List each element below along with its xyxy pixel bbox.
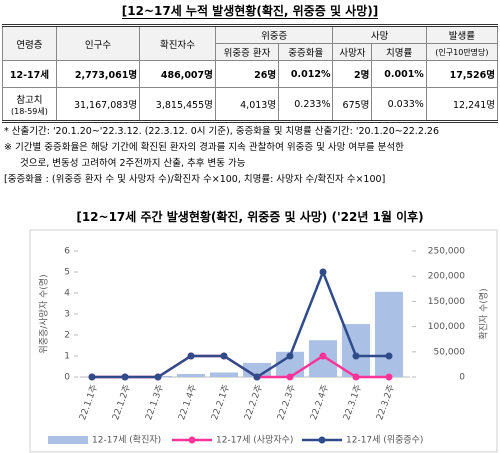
marker [121,373,129,381]
th: (인구10만명당) [425,43,499,61]
chart: 위중증/사망자 수(명) 확진자 수(명) 0 1 2 3 4 5 6 0 50,000 100,… [29,229,498,453]
cell: 0.001% [371,60,427,88]
legend-label: 12-17세 (확진자) [92,434,161,446]
marker [286,373,294,381]
legend-swatch [48,436,88,444]
bar [210,372,238,377]
y-tick-label: 4 [64,289,70,299]
th: 위중증 환자 [214,43,280,61]
marker [352,352,360,360]
y-tick-label: 0 [64,373,70,383]
th: 위중증 [214,25,334,44]
y2-tick-label: 0 [459,373,465,383]
cell: 0.012% [278,60,334,88]
row-label: 참고치 (18-59세) [2,87,57,122]
marker [154,373,162,381]
marker [385,373,393,381]
bar [177,373,205,377]
marker [385,352,393,360]
legend-label: 12-17세 (사망자수) [216,435,293,446]
doc-title-text: [12~17세 누적 발생현황(확진, 위중증 및 사망)] [121,4,379,19]
marker [352,373,360,381]
cell: 17,526명 [425,60,499,88]
x-tick-label: 22.2.3주 [275,383,298,421]
cell: 0.233% [278,87,334,122]
cell: 0.033% [371,87,427,122]
summary-table: 연령층 인구수 확진자수 위중증 사망 발생률 위중증 환자 중증화율 사망자 … [2,24,499,123]
note: ※ 기간별 중증화율은 해당 기간에 확진된 환자의 경과를 지속 관찰하여 위… [4,142,404,153]
y2-tick-label: 250,000 [428,247,465,257]
th: 발생률 [425,25,499,44]
marker [319,352,327,360]
x-tick-label: 22.1.3주 [143,383,166,421]
row-label-text: 참고치 [16,94,43,106]
th: 치명률 [371,43,427,61]
row-sublabel: (18-59세) [11,106,48,116]
cell: 31,167,083명 [55,87,141,122]
x-tick-label: 22.3.2주 [374,383,397,421]
x-tick-label: 22.3.1주 [341,383,364,421]
y-axis-title: 위중증/사망자 수(명) [39,274,50,353]
legend-marker [188,436,196,444]
y-tick-label: 6 [64,247,70,257]
cell: 12,241명 [425,87,499,122]
marker [253,373,261,381]
line [92,268,389,379]
doc-title: [12~17세 누적 발생현황(확진, 위중증 및 사망)] [0,2,500,19]
note: * 산출기간: '20.1.20~'22.3.12. (22.3.12. 0시 … [4,126,439,137]
marker [286,352,294,360]
marker [319,268,327,276]
marker [220,352,228,360]
legend-marker [318,436,326,444]
x-tick-label: 22.1.2주 [110,383,133,421]
cell: 3,815,455명 [139,87,216,122]
y-tick-label: 2 [64,331,70,341]
notes: * 산출기간: '20.1.20~'22.3.12. (22.3.12. 0시 … [4,124,498,188]
cell: 4,013명 [214,87,280,122]
x-tick-label: 22.2.2주 [242,383,265,421]
cell: 486,007명 [139,60,216,88]
cell: 2명 [332,60,373,88]
th: 확진자수 [139,25,216,61]
bar [375,291,403,377]
row-label: 12-17세 [2,60,57,88]
th: 중증화율 [278,43,334,61]
cell: 675명 [332,87,373,122]
x-tick-label: 22.1.4주 [176,383,199,421]
note: [중증화율 : (위중증 환자 수 및 사망자 수)/확진자 수×100, 치명… [4,174,386,185]
y-tick-label: 1 [64,352,70,362]
chart-frame [29,229,498,453]
cell: 26명 [214,60,280,88]
x-tick-label: 22.2.4주 [308,383,331,421]
cell: 2,773,061명 [55,60,141,88]
th: 연령층 [2,25,57,61]
y2-tick-label: 50,000 [434,347,466,357]
x-tick-label: 22.1.1주 [77,383,100,421]
note: 것으로, 변동성 고려하여 2주전까지 산출, 추후 변동 가능 [20,158,246,169]
y2-axis-title: 확진자 수(명) [478,288,490,339]
y-tick-label: 5 [64,268,70,278]
x-tick-label: 22.2.1주 [209,383,232,421]
chart-title: [12~17세 주간 발생현황(확진, 위중증 및 사망) ('22년 1월 이… [76,210,424,224]
y-tick-label: 3 [64,310,70,320]
legend-label: 12-17세 (위중증수) [346,435,423,446]
th: 사망 [332,25,427,44]
marker [187,352,195,360]
y2-tick-label: 150,000 [428,297,465,307]
marker [88,373,96,381]
y2-tick-label: 100,000 [428,322,465,332]
th: 사망자 [332,43,373,61]
th: 인구수 [55,25,141,61]
y2-tick-label: 200,000 [428,272,465,282]
